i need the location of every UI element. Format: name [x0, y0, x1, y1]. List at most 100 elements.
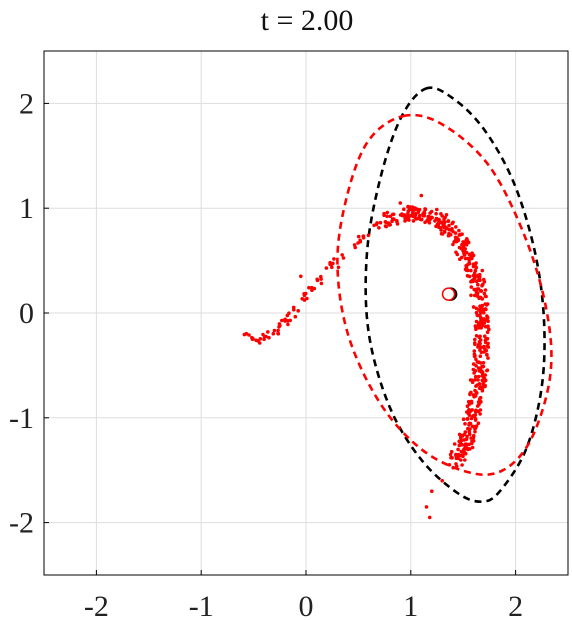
particle-point	[461, 417, 466, 422]
particle-point	[485, 330, 490, 335]
particle-point	[483, 373, 488, 377]
particle-point	[480, 303, 485, 308]
particle-point	[440, 214, 445, 218]
particle-point	[467, 402, 472, 406]
particle-point	[454, 462, 458, 466]
particle-point	[475, 313, 480, 318]
particle-point	[446, 219, 451, 223]
particle-point	[487, 327, 491, 332]
particle-point	[254, 338, 258, 343]
particle-point	[385, 214, 389, 219]
particle-point	[472, 394, 476, 399]
particle-point	[423, 220, 427, 225]
x-tick-label: 0	[299, 590, 314, 620]
particle-point	[356, 234, 361, 239]
particle-point	[463, 451, 467, 455]
particle-point	[455, 239, 459, 244]
particle-point	[454, 453, 458, 458]
particle-point	[476, 321, 481, 325]
particle-point	[477, 335, 482, 340]
particle-point	[388, 222, 393, 227]
particle-point	[470, 445, 475, 450]
particle-point	[410, 205, 415, 209]
particle-point	[453, 231, 458, 235]
particle-point	[478, 408, 483, 412]
particle-point	[427, 214, 431, 219]
particle-point	[473, 275, 477, 280]
particle-point	[319, 281, 324, 286]
particle-point	[486, 356, 490, 360]
particle-point	[465, 416, 470, 421]
particle-point	[480, 378, 485, 383]
particle-point	[438, 225, 443, 230]
particle-point	[474, 357, 478, 362]
particle-point	[340, 253, 345, 257]
particle-point	[418, 213, 422, 218]
particle-point	[476, 282, 480, 287]
particle-point	[477, 340, 482, 344]
particle-point	[459, 458, 463, 462]
x-tick-label: 2	[508, 590, 523, 620]
particle-point	[464, 239, 469, 243]
particle-point	[276, 331, 280, 336]
particle-point	[481, 361, 486, 365]
y-tick-label: 1	[19, 192, 34, 225]
y-tick-label: -1	[9, 402, 34, 435]
x-tick-label: -2	[84, 590, 109, 620]
particle-point	[307, 285, 311, 290]
particle-point	[336, 265, 341, 270]
particle-point	[475, 360, 480, 364]
particle-point	[287, 311, 291, 316]
particle-point	[440, 478, 445, 483]
particle-point	[250, 337, 255, 342]
particle-point	[480, 297, 485, 301]
particle-point	[324, 266, 329, 270]
particle-point	[480, 268, 485, 273]
particle-point	[452, 240, 456, 244]
particle-point	[475, 391, 479, 395]
particle-point	[419, 193, 424, 198]
grid	[44, 51, 568, 575]
particle-point	[422, 210, 427, 214]
particle-point	[466, 447, 470, 452]
particle-point	[280, 318, 284, 323]
particle-point	[460, 463, 464, 467]
particle-point	[473, 374, 478, 379]
particle-point	[481, 381, 485, 386]
centroid-red	[441, 287, 456, 301]
particle-point	[476, 366, 481, 370]
particle-point	[480, 323, 485, 328]
particle-point	[388, 214, 393, 219]
particle-point	[356, 241, 360, 245]
particle-point	[296, 309, 301, 313]
particle-point	[457, 443, 462, 448]
particle-point	[467, 432, 472, 437]
particle-point	[406, 209, 411, 213]
particle-point	[430, 489, 434, 494]
particle-point	[458, 257, 462, 262]
particle-point	[315, 277, 320, 282]
particle-point	[434, 211, 438, 216]
particle-point	[452, 442, 457, 446]
particle-point	[456, 447, 460, 452]
particle-point	[473, 378, 477, 382]
particle-point	[479, 289, 484, 293]
particle-point	[473, 287, 478, 292]
particle-point	[471, 367, 476, 372]
particle-point	[457, 228, 461, 233]
particle-point	[478, 412, 482, 416]
particle-point	[472, 354, 477, 359]
particle-point	[477, 382, 482, 386]
particle-point	[479, 400, 483, 404]
particle-point	[457, 432, 462, 437]
particle-point	[406, 204, 410, 209]
particle-point	[471, 305, 476, 309]
particle-point	[467, 407, 471, 412]
particle-point	[372, 223, 376, 228]
particle-point	[476, 421, 481, 426]
particle-point	[447, 463, 452, 467]
particle-point	[450, 221, 455, 226]
particle-point	[440, 232, 445, 236]
particle-point	[286, 319, 290, 323]
particle-point	[467, 413, 472, 418]
